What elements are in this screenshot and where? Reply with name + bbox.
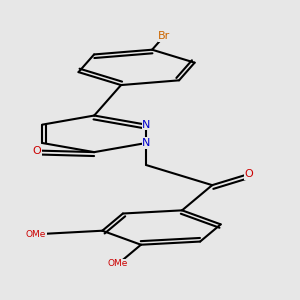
Text: O: O bbox=[33, 146, 42, 156]
Text: O: O bbox=[244, 169, 253, 179]
Text: N: N bbox=[142, 120, 150, 130]
Text: Br: Br bbox=[158, 31, 170, 41]
Text: OMe: OMe bbox=[26, 230, 46, 239]
Text: N: N bbox=[142, 138, 150, 148]
Text: OMe: OMe bbox=[108, 260, 128, 268]
